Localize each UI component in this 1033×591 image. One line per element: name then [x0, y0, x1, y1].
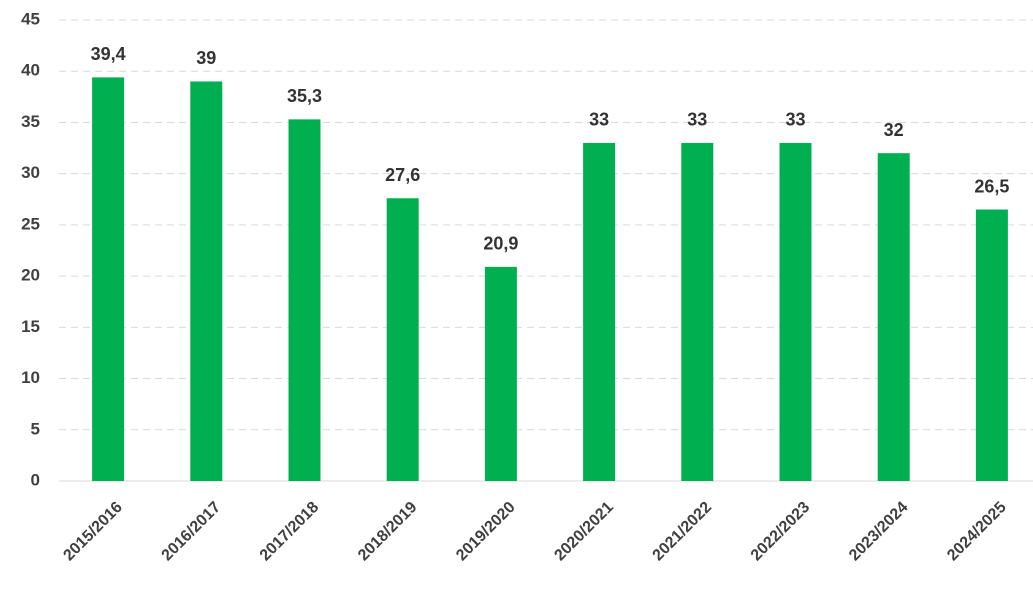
x-tick-label: 2023/2024	[846, 499, 912, 565]
value-label: 35,3	[287, 86, 322, 106]
y-tick-label: 20	[21, 266, 40, 285]
bar	[779, 142, 812, 481]
bar	[386, 198, 419, 481]
bar	[288, 119, 321, 482]
bar	[92, 77, 125, 481]
value-label: 32	[884, 120, 904, 140]
x-tick-label: 2024/2025	[944, 499, 1010, 565]
y-tick-label: 35	[21, 112, 40, 131]
y-tick-label: 15	[21, 317, 40, 336]
x-tick-label: 2020/2021	[551, 499, 617, 565]
value-label: 26,5	[974, 176, 1009, 196]
x-tick-label: 2019/2020	[453, 499, 519, 565]
x-tick-label: 2021/2022	[650, 499, 716, 565]
y-tick-label: 45	[21, 9, 40, 28]
value-label: 33	[687, 110, 707, 130]
value-label: 27,6	[385, 165, 420, 185]
value-label: 20,9	[483, 234, 518, 254]
x-tick-label: 2016/2017	[159, 499, 225, 565]
bar	[975, 209, 1008, 481]
x-tick-label: 2017/2018	[257, 499, 323, 565]
x-tick-label: 2022/2023	[748, 499, 814, 565]
bar	[583, 142, 616, 481]
y-tick-label: 25	[21, 214, 40, 233]
y-tick-label: 30	[21, 163, 40, 182]
bar	[484, 266, 517, 481]
bar	[190, 81, 223, 481]
value-label: 39,4	[91, 44, 126, 64]
x-tick-label: 2015/2016	[60, 499, 126, 565]
y-tick-label: 40	[21, 61, 40, 80]
value-label: 33	[589, 110, 609, 130]
y-tick-label: 10	[21, 368, 40, 387]
y-tick-label: 5	[31, 419, 40, 438]
bar	[681, 142, 714, 481]
bar	[877, 153, 910, 481]
x-tick-label: 2018/2019	[355, 499, 421, 565]
y-tick-label: 0	[31, 470, 40, 489]
value-label: 33	[785, 110, 805, 130]
value-label: 39	[196, 48, 216, 68]
